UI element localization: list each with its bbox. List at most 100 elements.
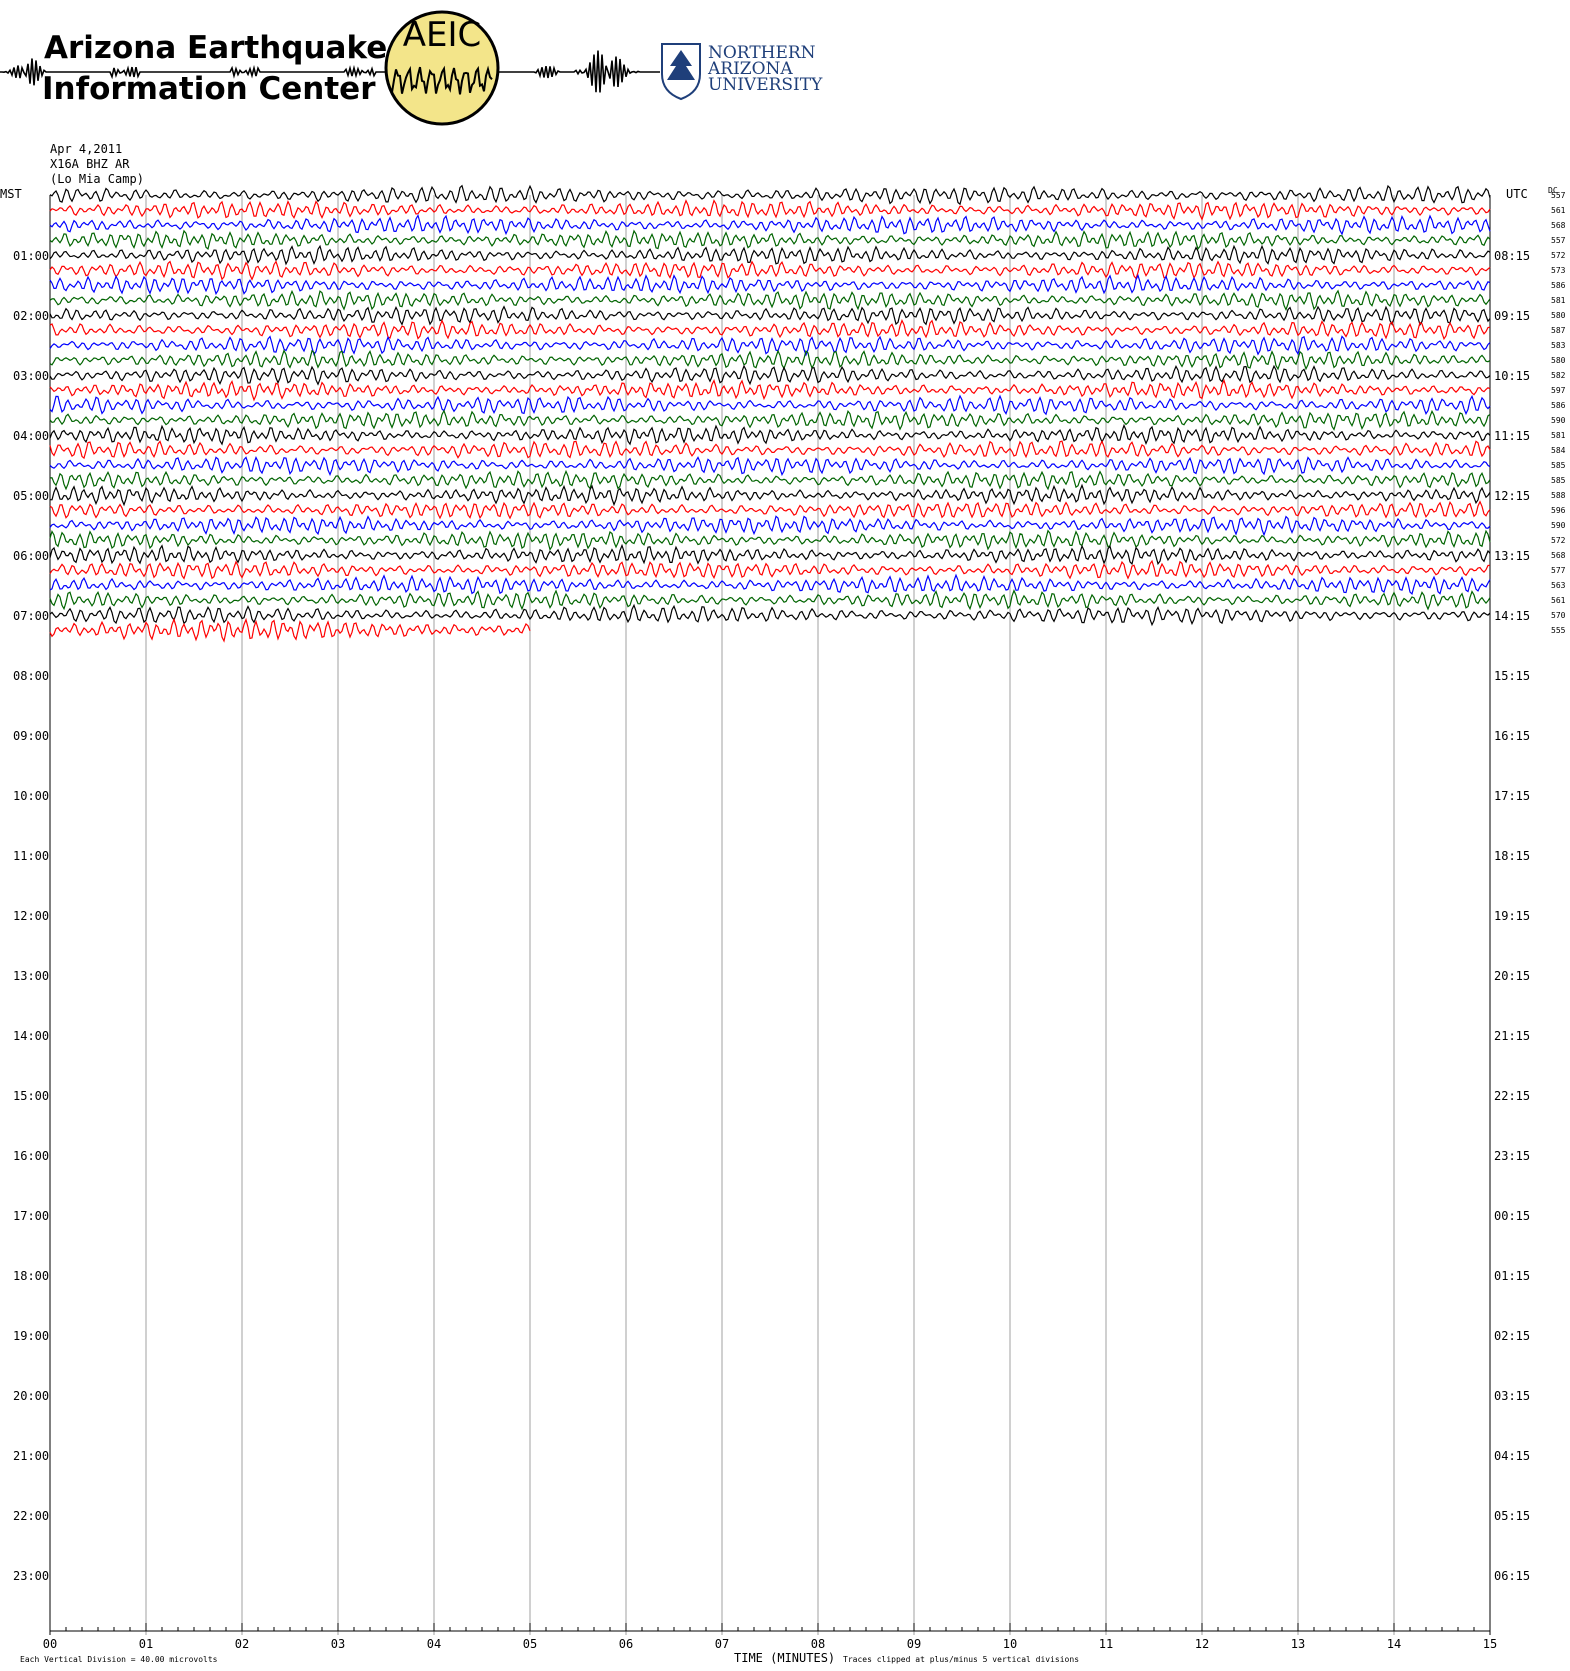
- mst-hour-label: 03:00: [13, 369, 49, 383]
- mst-hour-label: 10:00: [13, 789, 49, 803]
- record-date: Apr 4,2011: [50, 142, 122, 156]
- dc-value: 572: [1551, 536, 1566, 545]
- mst-hour-label: 09:00: [13, 729, 49, 743]
- utc-hour-label: 21:15: [1494, 1029, 1530, 1043]
- mst-hour-label: 23:00: [13, 1569, 49, 1583]
- mst-hour-label: 11:00: [13, 849, 49, 863]
- seismic-trace: [49, 409, 1491, 431]
- seismic-trace: [49, 364, 1491, 386]
- dc-value: 572: [1551, 251, 1566, 260]
- utc-hour-labels: 08:15 09:15 10:15 11:15 12:15 13:15 14:15 15:15…: [1494, 249, 1530, 1583]
- x-tick-label: 11: [1099, 1637, 1113, 1651]
- x-tick-label: 00: [43, 1637, 57, 1651]
- dc-value: 570: [1551, 611, 1566, 620]
- dc-value: 586: [1551, 281, 1566, 290]
- seismic-trace: [49, 260, 1491, 281]
- dc-value: 557: [1551, 191, 1566, 200]
- dc-value: 597: [1551, 386, 1566, 395]
- mst-hour-label: 16:00: [13, 1149, 49, 1163]
- utc-hour-label: 14:15: [1494, 609, 1530, 623]
- dc-value: 582: [1551, 371, 1566, 380]
- utc-hour-label: 13:15: [1494, 549, 1530, 563]
- dc-value: 555: [1551, 626, 1566, 635]
- seismic-trace: [49, 244, 1491, 266]
- dc-value: 590: [1551, 416, 1566, 425]
- org-name-line2: Information Center: [42, 71, 376, 107]
- utc-hour-label: 10:15: [1494, 369, 1530, 383]
- dc-value: 586: [1551, 401, 1566, 410]
- x-axis: 00 01 02 03 04 05 06 07 08 09 10 11 12 13 14 15: [43, 1623, 1497, 1651]
- mst-hour-label: 22:00: [13, 1509, 49, 1523]
- mst-hour-labels: 01:00 02:00 03:00 04:00 05:00 06:00 07:00 08:00…: [13, 249, 49, 1583]
- seismic-trace: [49, 573, 1491, 595]
- mst-hour-label: 08:00: [13, 669, 49, 683]
- seismic-trace: [49, 559, 1491, 580]
- aeic-seal-text: AEIC: [403, 15, 482, 55]
- utc-hour-label: 23:15: [1494, 1149, 1530, 1163]
- seismic-trace: [49, 335, 1491, 357]
- nau-name-line3: UNIVERSITY: [708, 75, 823, 95]
- dc-value: 568: [1551, 551, 1566, 560]
- dc-value: 588: [1551, 491, 1566, 500]
- org-name-line1: Arizona Earthquake: [44, 30, 387, 66]
- dc-value: 596: [1551, 506, 1566, 515]
- utc-hour-label: 15:15: [1494, 669, 1530, 683]
- x-tick-label: 01: [139, 1637, 153, 1651]
- seismic-trace: [49, 423, 1491, 446]
- seismic-trace: [49, 483, 1491, 507]
- seismic-trace: [49, 394, 1491, 416]
- mst-hour-label: 21:00: [13, 1449, 49, 1463]
- utc-hour-label: 06:15: [1494, 1569, 1530, 1583]
- seismic-trace: [49, 273, 1491, 296]
- dc-value: 580: [1551, 311, 1566, 320]
- seismic-trace: [49, 603, 1491, 627]
- utc-hour-label: 05:15: [1494, 1509, 1530, 1523]
- mst-hour-label: 01:00: [13, 249, 49, 263]
- clipping-note: Traces clipped at plus/minus 5 vertical …: [843, 1655, 1079, 1664]
- utc-hour-label: 00:15: [1494, 1209, 1530, 1223]
- seismic-trace: [49, 229, 1491, 251]
- mst-hour-label: 18:00: [13, 1269, 49, 1283]
- dc-value: 585: [1551, 461, 1566, 470]
- nau-name-line1: NORTHERN: [708, 43, 816, 63]
- header-logos: Arizona Earthquake Information Center AE…: [0, 10, 823, 126]
- seismic-trace: [49, 439, 1491, 460]
- utc-hour-label: 01:15: [1494, 1269, 1530, 1283]
- nau-shield-icon: [661, 43, 701, 101]
- x-axis-label: TIME (MINUTES): [734, 1651, 835, 1665]
- mst-hour-label: 15:00: [13, 1089, 49, 1103]
- utc-hour-label: 19:15: [1494, 909, 1530, 923]
- utc-hour-label: 11:15: [1494, 429, 1530, 443]
- dc-label: DC: [1548, 186, 1558, 195]
- utc-hour-label: 22:15: [1494, 1089, 1530, 1103]
- mst-hour-label: 19:00: [13, 1329, 49, 1343]
- dc-value: 557: [1551, 236, 1566, 245]
- seismic-trace: [49, 543, 1491, 566]
- seismic-trace: [49, 515, 1491, 537]
- seismic-trace: [49, 213, 1491, 236]
- seismic-trace: [49, 469, 1491, 491]
- mst-hour-label: 02:00: [13, 309, 49, 323]
- x-tick-label: 03: [331, 1637, 345, 1651]
- mst-hour-label: 12:00: [13, 909, 49, 923]
- seismic-trace: [49, 199, 1491, 222]
- seismic-trace: [49, 318, 1491, 341]
- dc-value: 580: [1551, 356, 1566, 365]
- dc-value: 561: [1551, 206, 1566, 215]
- nau-name-line2: ARIZONA: [707, 59, 793, 79]
- utc-hour-label: 08:15: [1494, 249, 1530, 263]
- dc-value: 590: [1551, 521, 1566, 530]
- utc-hour-label: 03:15: [1494, 1389, 1530, 1403]
- x-tick-label: 02: [235, 1637, 249, 1651]
- dc-value: 561: [1551, 596, 1566, 605]
- seismic-trace: [49, 500, 1491, 520]
- utc-hour-label: 17:15: [1494, 789, 1530, 803]
- x-tick-label: 10: [1003, 1637, 1017, 1651]
- seismic-trace: [49, 588, 1491, 611]
- aeic-seal: AEIC: [384, 10, 500, 126]
- mst-axis-label: MST: [0, 187, 22, 201]
- utc-hour-label: 04:15: [1494, 1449, 1530, 1463]
- mst-hour-label: 06:00: [13, 549, 49, 563]
- station-info: Apr 4,2011 X16A BHZ AR (Lo Mia Camp): [50, 142, 144, 186]
- x-tick-label: 15: [1483, 1637, 1497, 1651]
